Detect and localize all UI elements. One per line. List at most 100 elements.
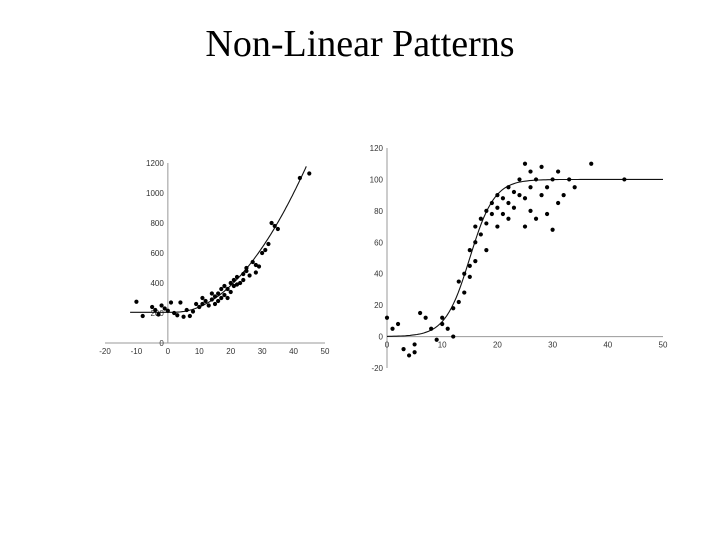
data-point <box>209 297 214 302</box>
y-tick-label: 0 <box>379 333 384 342</box>
data-point <box>412 350 417 355</box>
data-point <box>561 193 566 198</box>
data-point <box>473 224 478 229</box>
y-tick-label: 400 <box>150 279 164 288</box>
data-point <box>462 290 467 295</box>
data-point <box>495 224 500 229</box>
data-point <box>412 342 417 347</box>
data-point <box>297 175 302 181</box>
data-point <box>212 294 218 299</box>
data-point <box>539 193 544 198</box>
data-point <box>456 299 461 305</box>
data-point <box>522 196 528 201</box>
trend-curve <box>130 166 307 313</box>
data-point <box>506 216 511 221</box>
data-point <box>467 263 472 268</box>
data-point <box>228 280 233 286</box>
data-point <box>517 177 522 182</box>
data-point <box>203 298 208 304</box>
data-point <box>244 265 249 271</box>
data-point <box>272 223 277 229</box>
data-point <box>172 310 177 316</box>
data-point <box>225 286 230 292</box>
x-tick-label: 30 <box>548 341 557 350</box>
data-point <box>544 211 550 217</box>
data-point <box>168 300 174 305</box>
y-tick-label: 60 <box>374 238 383 247</box>
data-point <box>390 326 395 331</box>
data-point <box>228 289 233 295</box>
data-point <box>484 208 489 213</box>
data-point <box>247 273 252 278</box>
data-point <box>225 295 230 301</box>
data-point <box>234 274 240 280</box>
data-point <box>219 295 224 301</box>
data-point <box>517 193 522 198</box>
x-tick-label: 20 <box>493 341 502 350</box>
data-point <box>528 169 533 174</box>
data-point <box>440 321 445 327</box>
y-tick-label: 120 <box>370 144 384 153</box>
data-point <box>241 271 246 277</box>
data-point <box>533 216 539 221</box>
data-point <box>190 309 196 314</box>
x-tick-label: 50 <box>321 347 330 356</box>
data-point <box>266 241 271 247</box>
data-point <box>178 300 183 305</box>
data-point <box>550 227 555 232</box>
data-point <box>234 282 240 287</box>
data-point <box>429 326 434 331</box>
data-point <box>467 248 472 253</box>
data-point <box>269 220 274 226</box>
data-point <box>150 304 155 310</box>
data-point <box>478 232 483 237</box>
x-tick-label: 50 <box>659 341 668 350</box>
x-tick-label: 40 <box>289 347 298 356</box>
data-point <box>260 250 265 256</box>
y-tick-label: 20 <box>374 301 383 310</box>
data-point <box>500 211 506 217</box>
data-point <box>256 264 262 269</box>
data-point <box>222 283 227 289</box>
y-tick-label: 1200 <box>146 159 164 168</box>
x-tick-label: 30 <box>258 347 267 356</box>
data-point <box>384 315 390 320</box>
data-point <box>522 161 528 166</box>
data-point <box>528 185 533 190</box>
data-point <box>222 292 227 298</box>
data-point <box>165 308 170 313</box>
data-point <box>200 301 205 307</box>
x-tick-label: -10 <box>131 347 143 356</box>
data-point <box>395 321 401 327</box>
data-point <box>440 315 445 320</box>
data-point <box>500 196 506 201</box>
data-point <box>522 224 528 229</box>
data-point <box>550 177 555 182</box>
data-point <box>263 247 268 253</box>
data-point <box>473 259 478 264</box>
data-point <box>489 200 494 206</box>
data-point <box>219 286 224 292</box>
data-point <box>473 240 478 245</box>
data-point <box>231 283 236 289</box>
data-point <box>401 347 406 352</box>
data-point <box>175 313 180 318</box>
data-point <box>275 226 280 232</box>
data-point <box>231 277 236 283</box>
data-point <box>495 205 500 210</box>
data-point <box>445 326 450 331</box>
x-tick-label: 20 <box>226 347 235 356</box>
data-point <box>209 291 214 296</box>
data-point <box>244 268 249 274</box>
data-point <box>216 298 221 304</box>
x-tick-label: 40 <box>603 341 612 350</box>
data-point <box>181 314 186 319</box>
data-point <box>134 299 139 304</box>
data-point <box>187 313 192 319</box>
data-point <box>451 306 456 311</box>
trend-curve <box>386 178 663 337</box>
data-point <box>556 200 561 206</box>
data-point <box>533 177 539 182</box>
slide-title: Non-Linear Patterns <box>205 23 515 65</box>
x-tick-label: 10 <box>195 347 204 356</box>
